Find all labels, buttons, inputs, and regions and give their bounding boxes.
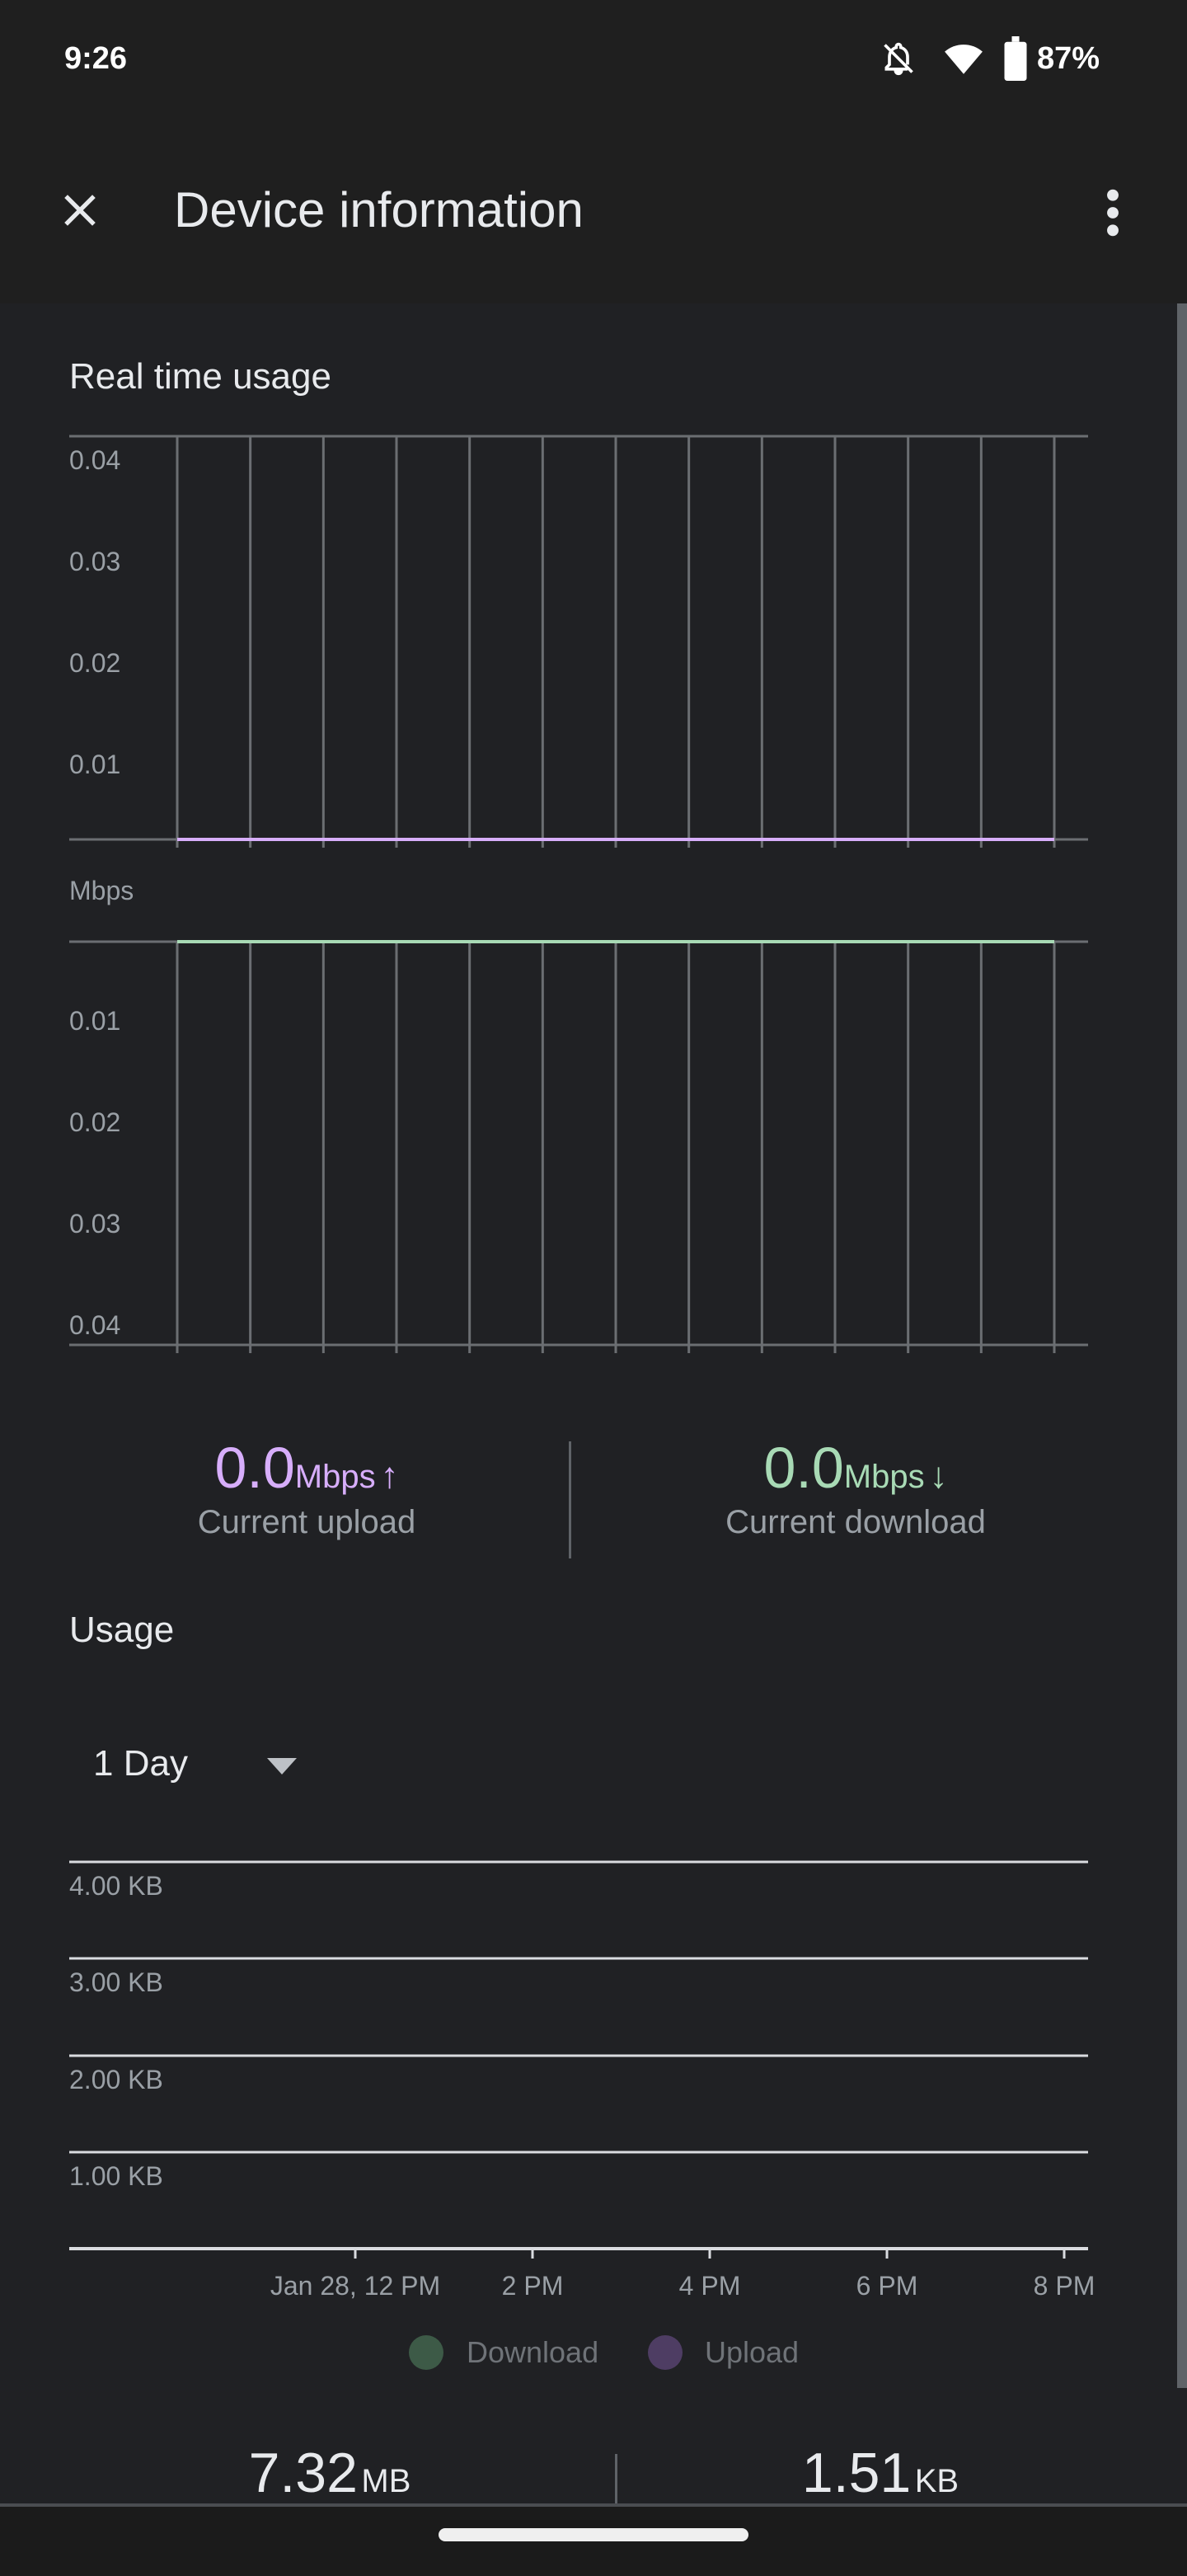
y-tick-label: 0.04 <box>69 1310 120 1340</box>
y-tick-label: 0.04 <box>69 445 120 475</box>
total-upload: 1.51 KB <box>715 2441 1045 2505</box>
legend-download-label[interactable]: Download <box>467 2335 599 2369</box>
download-arrow-icon: ↓ <box>929 1455 948 1496</box>
usage-chart: 4.00 KB 3.00 KB 2.00 KB 1.00 KB Jan 28, 12 P… <box>69 1860 1096 2301</box>
dropdown-arrow-icon <box>267 1758 297 1775</box>
period-value: 1 Day <box>93 1743 188 1784</box>
download-label: Current download <box>725 1504 986 1540</box>
y-tick-label: 0.01 <box>69 750 120 779</box>
x-tick-label: 2 PM <box>502 2271 564 2301</box>
total-download-value: 7.32 <box>248 2442 358 2504</box>
y-tick-label: 2.00 KB <box>69 2065 163 2094</box>
y-tick-label: 4.00 KB <box>69 1871 163 1901</box>
page-title: Device information <box>174 182 584 237</box>
app-bar: Device information <box>0 140 1187 303</box>
total-download-unit: MB <box>361 2463 411 2499</box>
y-tick-label: 0.02 <box>69 1107 120 1137</box>
upload-unit: Mbps <box>294 1459 376 1495</box>
status-time: 9:26 <box>64 41 128 76</box>
wifi-icon <box>945 45 983 74</box>
y-tick-label: 1.00 KB <box>69 2161 163 2191</box>
y-tick-label: 0.02 <box>69 648 120 678</box>
upload-value: 0.0 <box>214 1436 295 1500</box>
total-upload-unit: KB <box>914 2463 959 2499</box>
x-tick-label: Jan 28, 12 PM <box>270 2271 440 2301</box>
y-tick-label: 0.03 <box>69 547 120 576</box>
upload-label: Current upload <box>197 1504 416 1540</box>
period-dropdown[interactable]: 1 Day <box>69 1732 317 1803</box>
close-icon[interactable] <box>56 186 104 234</box>
y-tick-label: 0.01 <box>69 1006 120 1036</box>
current-download: 0.0Mbps ↓ Current download <box>691 1435 1020 1541</box>
legend-upload-label[interactable]: Upload <box>705 2335 800 2369</box>
battery-percent: 87% <box>1037 41 1100 76</box>
download-value: 0.0 <box>763 1436 844 1500</box>
total-download: 7.32 MB <box>165 2441 495 2505</box>
legend-download-dot <box>409 2335 443 2370</box>
more-vert-icon[interactable] <box>1096 186 1129 239</box>
home-handle[interactable] <box>439 2528 748 2541</box>
upload-arrow-icon: ↑ <box>380 1455 399 1496</box>
realtime-chart: 0.04 0.03 0.02 0.01 0.01 0.02 0.03 0.04 <box>69 435 1088 1353</box>
totals-divider <box>615 2454 617 2505</box>
x-tick-label: 4 PM <box>679 2271 741 2301</box>
y-tick-label: 3.00 KB <box>69 1967 163 1997</box>
x-tick-label: 8 PM <box>1034 2271 1096 2301</box>
legend-upload-dot <box>648 2335 683 2370</box>
unit-label: Mbps <box>69 876 134 905</box>
stats-divider <box>569 1441 571 1558</box>
y-tick-label: 0.03 <box>69 1209 120 1239</box>
notifications-off-icon <box>884 42 913 76</box>
battery-icon <box>1004 36 1027 81</box>
total-upload-value: 1.51 <box>801 2442 912 2504</box>
usage-title: Usage <box>69 1610 175 1650</box>
realtime-title: Real time usage <box>69 356 331 397</box>
x-tick-label: 6 PM <box>856 2271 918 2301</box>
download-unit: Mbps <box>843 1459 925 1495</box>
current-upload: 0.0Mbps ↑ Current upload <box>142 1435 472 1541</box>
scrollbar[interactable] <box>1177 303 1187 2388</box>
status-bar: 9:26 87% <box>0 0 1187 140</box>
